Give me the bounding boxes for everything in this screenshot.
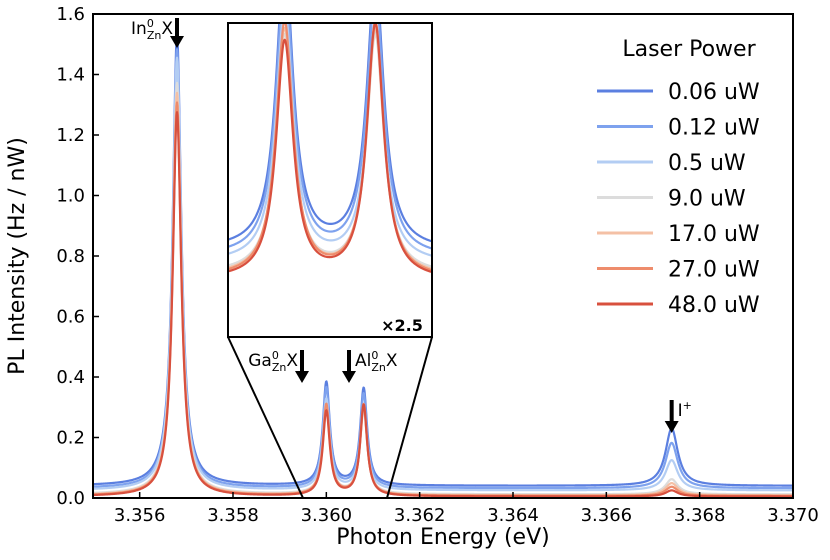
y-tick-label: 1.6 [56,4,85,25]
series-line-1 [93,48,793,490]
i-plus-arrow-head [664,421,679,433]
x-tick-label: 3.370 [767,505,819,526]
x-tick-label: 3.364 [487,505,539,526]
i-plus-label: I+ [678,399,692,421]
al-zn-x-arrow-head [342,371,356,383]
inset-scale-label: ×2.5 [381,316,423,335]
series-line-3 [93,81,793,496]
y-axis-label: PL Intensity (Hz / nW) [5,137,30,375]
y-tick-label: 0.4 [56,367,85,388]
legend-label-4: 17.0 uW [668,222,760,247]
ga-zn-x-arrow-head [295,371,309,383]
x-tick-label: 3.366 [581,505,633,526]
inset-background [228,23,432,337]
y-tick-label: 0.0 [56,488,85,509]
series-line-0 [93,33,793,487]
x-tick-label: 3.358 [207,505,259,526]
series-layer [93,33,793,498]
inset-connectors [227,336,433,499]
series-line-6 [93,111,793,498]
inset-series-line-2 [228,23,432,257]
legend-label-2: 0.5 uW [668,151,746,176]
y-tick-label: 0.6 [56,307,85,328]
y-tick-label: 1.2 [56,125,85,146]
inset-connector-left [227,336,304,499]
legend-title: Laser Power [622,37,756,62]
inset-series-line-6 [228,23,432,274]
x-tick-label: 3.360 [301,505,353,526]
x-tick-label: 3.362 [394,505,446,526]
y-tick-label: 0.8 [56,246,85,267]
inset-series-line-1 [228,23,432,250]
in-zn-x-arrow-head [170,36,184,48]
x-axis-label: Photon Energy (eV) [336,525,549,550]
annotation-layer: In0 ZnX Ga0 ZnX Al0 ZnX I+ [131,17,692,433]
ga-zn-x-label: Ga0 ZnX [248,349,298,374]
series-line-2 [93,56,793,492]
legend: Laser Power 0.06 uW 0.12 uW 0.5 uW 9.0 uW 17… [597,37,760,318]
inset-connector-right [386,336,433,499]
legend-label-6: 48.0 uW [668,293,760,318]
in-zn-x-label: In0 ZnX [131,17,173,42]
y-tick-label: 0.2 [56,428,85,449]
legend-label-1: 0.12 uW [668,116,760,141]
y-tick-label: 1.0 [56,186,85,207]
legend-label-3: 9.0 uW [668,187,746,212]
x-tick-label: 3.356 [114,505,166,526]
ticks-layer: 3.356 3.358 3.360 3.362 3.364 3.366 3.368 3.370… [56,4,818,526]
y-tick-label: 1.4 [56,65,85,86]
legend-label-0: 0.06 uW [668,80,760,105]
inset-plot: ×2.5 [227,22,433,338]
x-tick-label: 3.368 [674,505,726,526]
inset-series-line-0 [228,23,432,243]
inset-series-layer [228,23,432,274]
inset-frame [227,22,433,338]
legend-label-5: 27.0 uW [668,258,760,283]
al-zn-x-label: Al0 ZnX [355,349,398,374]
